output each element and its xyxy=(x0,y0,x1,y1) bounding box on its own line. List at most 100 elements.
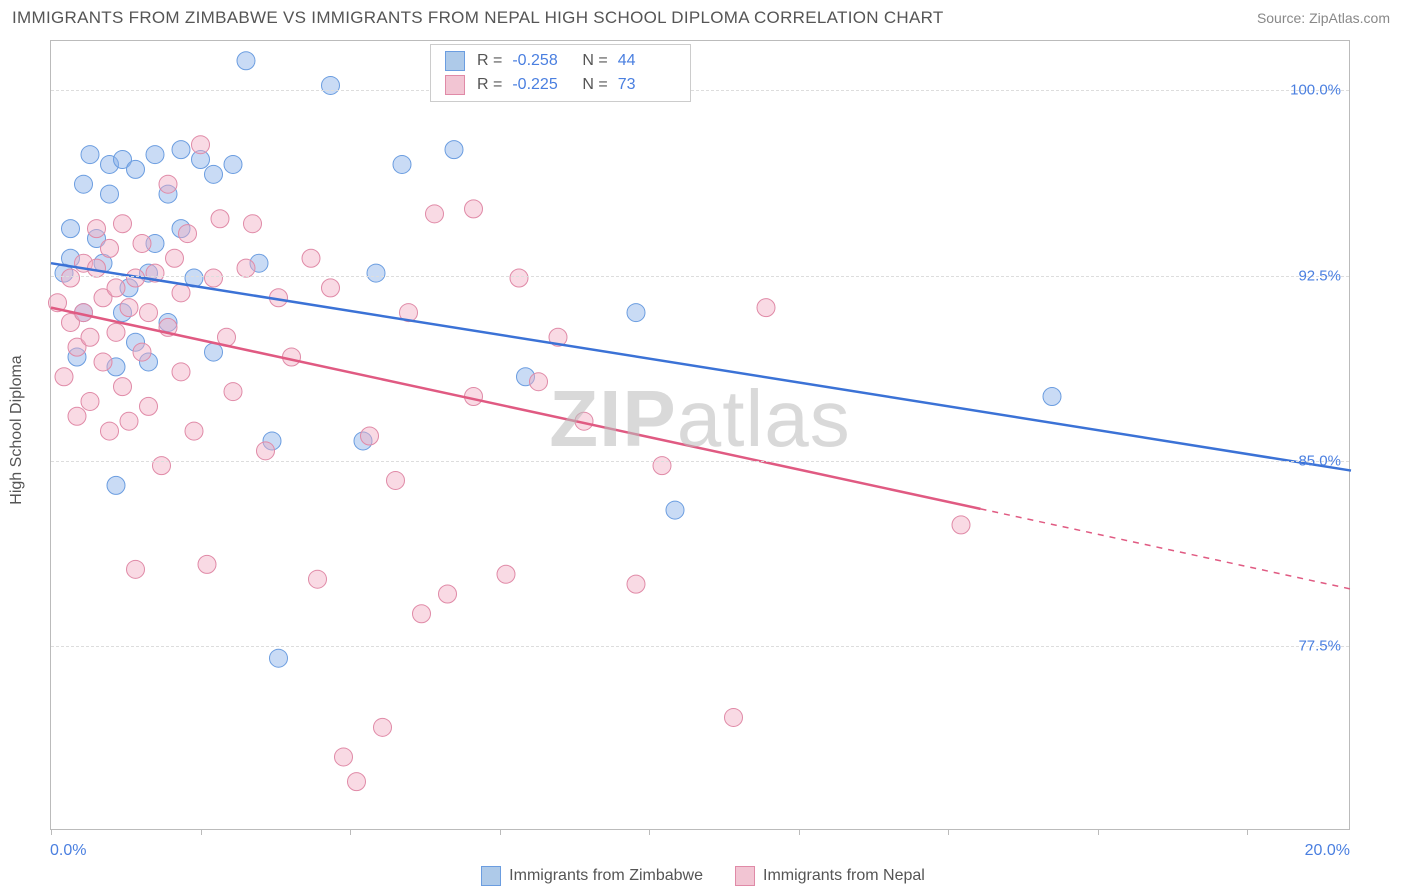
data-point xyxy=(335,748,353,766)
series-legend: Immigrants from Zimbabwe Immigrants from … xyxy=(0,866,1406,886)
legend-stat-row: R =-0.225N =73 xyxy=(445,73,676,97)
data-point xyxy=(387,471,405,489)
data-point xyxy=(224,383,242,401)
n-value: 44 xyxy=(618,52,676,70)
x-tick xyxy=(500,829,501,835)
data-point xyxy=(172,284,190,302)
r-value: -0.258 xyxy=(512,52,570,70)
data-point xyxy=(94,353,112,371)
trend-line xyxy=(51,263,1351,470)
data-point xyxy=(465,200,483,218)
chart-svg xyxy=(51,41,1349,829)
data-point xyxy=(205,343,223,361)
y-tick-label: 92.5% xyxy=(1298,267,1341,284)
x-tick xyxy=(948,829,949,835)
legend-item: Immigrants from Zimbabwe xyxy=(481,866,703,886)
legend-swatch xyxy=(445,51,465,71)
x-tick xyxy=(649,829,650,835)
data-point xyxy=(120,412,138,430)
gridline xyxy=(51,646,1349,647)
data-point xyxy=(224,155,242,173)
data-point xyxy=(426,205,444,223)
data-point xyxy=(81,146,99,164)
source-attribution: Source: ZipAtlas.com xyxy=(1257,10,1390,26)
x-tick xyxy=(350,829,351,835)
data-point xyxy=(205,269,223,287)
data-point xyxy=(166,249,184,267)
data-point xyxy=(244,215,262,233)
data-point xyxy=(1043,388,1061,406)
data-point xyxy=(101,239,119,257)
x-tick xyxy=(799,829,800,835)
x-tick xyxy=(201,829,202,835)
y-tick-label: 100.0% xyxy=(1290,82,1341,99)
data-point xyxy=(653,457,671,475)
trend-line-projection xyxy=(981,509,1352,589)
data-point xyxy=(361,427,379,445)
data-point xyxy=(107,476,125,494)
legend-label: Immigrants from Zimbabwe xyxy=(509,867,703,885)
data-point xyxy=(413,605,431,623)
data-point xyxy=(725,708,743,726)
data-point xyxy=(127,560,145,578)
n-value: 73 xyxy=(618,76,676,94)
data-point xyxy=(88,259,106,277)
data-point xyxy=(120,299,138,317)
data-point xyxy=(101,185,119,203)
data-point xyxy=(185,422,203,440)
data-point xyxy=(627,575,645,593)
y-axis-label: High School Diploma xyxy=(8,355,26,504)
data-point xyxy=(439,585,457,603)
data-point xyxy=(81,328,99,346)
data-point xyxy=(159,175,177,193)
data-point xyxy=(237,259,255,277)
correlation-legend: R =-0.258N =44R =-0.225N =73 xyxy=(430,44,691,102)
stat-label: N = xyxy=(582,76,607,94)
data-point xyxy=(192,136,210,154)
data-point xyxy=(88,220,106,238)
y-tick-label: 77.5% xyxy=(1298,637,1341,654)
data-point xyxy=(367,264,385,282)
stat-label: R = xyxy=(477,76,502,94)
data-point xyxy=(510,269,528,287)
x-axis-max-label: 20.0% xyxy=(1305,842,1350,860)
data-point xyxy=(101,422,119,440)
data-point xyxy=(172,363,190,381)
data-point xyxy=(666,501,684,519)
stat-label: R = xyxy=(477,52,502,70)
legend-swatch xyxy=(445,75,465,95)
data-point xyxy=(302,249,320,267)
data-point xyxy=(211,210,229,228)
data-point xyxy=(140,304,158,322)
x-axis-min-label: 0.0% xyxy=(50,842,86,860)
data-point xyxy=(133,343,151,361)
data-point xyxy=(114,378,132,396)
data-point xyxy=(237,52,255,70)
data-point xyxy=(146,146,164,164)
data-point xyxy=(62,269,80,287)
y-tick-label: 85.0% xyxy=(1298,452,1341,469)
data-point xyxy=(127,160,145,178)
data-point xyxy=(283,348,301,366)
x-tick xyxy=(1098,829,1099,835)
data-point xyxy=(497,565,515,583)
data-point xyxy=(530,373,548,391)
data-point xyxy=(133,234,151,252)
legend-item: Immigrants from Nepal xyxy=(735,866,925,886)
gridline xyxy=(51,276,1349,277)
data-point xyxy=(55,368,73,386)
legend-swatch xyxy=(735,866,755,886)
data-point xyxy=(205,165,223,183)
data-point xyxy=(107,323,125,341)
legend-swatch xyxy=(481,866,501,886)
data-point xyxy=(952,516,970,534)
data-point xyxy=(62,220,80,238)
x-tick xyxy=(1247,829,1248,835)
data-point xyxy=(107,279,125,297)
data-point xyxy=(374,718,392,736)
data-point xyxy=(322,76,340,94)
data-point xyxy=(140,397,158,415)
data-point xyxy=(445,141,463,159)
gridline xyxy=(51,461,1349,462)
data-point xyxy=(68,407,86,425)
